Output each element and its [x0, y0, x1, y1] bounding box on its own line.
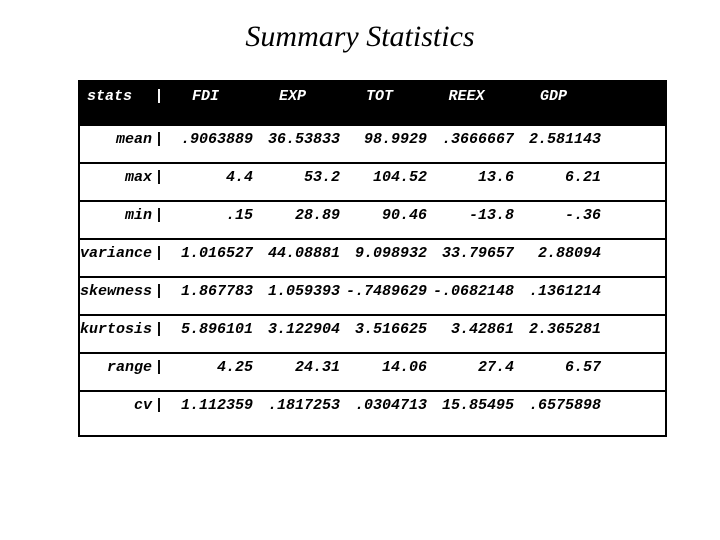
row-label: variance: [80, 245, 153, 262]
cell-value: .3666667: [441, 131, 514, 148]
cell-value: 24.31: [294, 359, 340, 376]
cell-value: 6.57: [564, 359, 601, 376]
cell-value: 2.581143: [528, 131, 601, 148]
table-row: cv | 1.112359 .1817253 .0304713 15.85495…: [80, 390, 665, 435]
column-header-tot: TOT: [365, 88, 393, 105]
cell-value: 53.2: [303, 169, 340, 186]
page-title: Summary Statistics: [245, 20, 475, 53]
cell-value: .0304713: [354, 397, 427, 414]
cell-value: .6575898: [528, 397, 601, 414]
row-label: min: [124, 207, 152, 224]
pipe-separator: |: [154, 169, 164, 186]
row-label: range: [106, 359, 152, 376]
header-stats-label: stats: [87, 88, 133, 105]
column-header-exp: EXP: [278, 88, 306, 105]
cell-value: .15: [225, 207, 253, 224]
cell-value: 3.516625: [354, 321, 427, 338]
cell-value: 33.79657: [441, 245, 514, 262]
table-row: mean | .9063889 36.53833 98.9929 .366666…: [80, 124, 665, 162]
cell-value: 104.52: [372, 169, 427, 186]
pipe-separator: |: [154, 321, 164, 338]
cell-value: 1.867783: [180, 283, 253, 300]
cell-value: 6.21: [564, 169, 601, 186]
pipe-separator: |: [154, 283, 164, 300]
cell-value: .1817253: [267, 397, 340, 414]
cell-value: 1.112359: [180, 397, 253, 414]
cell-value: 27.4: [477, 359, 514, 376]
cell-value: 15.85495: [441, 397, 514, 414]
cell-value: .9063889: [180, 131, 253, 148]
row-label: kurtosis: [80, 321, 153, 338]
cell-value: 3.122904: [267, 321, 340, 338]
table-row: max | 4.4 53.2 104.52 13.6 6.21: [80, 162, 665, 200]
table-header-row: stats | FDI EXP TOT REEX GDP: [80, 82, 665, 124]
cell-value: 1.016527: [180, 245, 253, 262]
cell-value: -.36: [564, 207, 601, 224]
summary-statistics-table: stats | FDI EXP TOT REEX GDP mean | .906…: [78, 80, 667, 437]
cell-value: 13.6: [477, 169, 514, 186]
pipe-separator: |: [154, 88, 164, 105]
cell-value: 1.059393: [267, 283, 340, 300]
cell-value: 98.9929: [363, 131, 427, 148]
cell-value: -13.8: [468, 207, 514, 224]
cell-value: 14.06: [381, 359, 427, 376]
column-header-reex: REEX: [448, 88, 485, 105]
cell-value: 28.89: [294, 207, 340, 224]
column-header-gdp: GDP: [539, 88, 567, 105]
table-row: kurtosis | 5.896101 3.122904 3.516625 3.…: [80, 314, 665, 352]
cell-value: -.7489629: [345, 283, 427, 300]
pipe-separator: |: [154, 359, 164, 376]
cell-value: 4.4: [225, 169, 253, 186]
table-row: skewness | 1.867783 1.059393 -.7489629 -…: [80, 276, 665, 314]
pipe-separator: |: [154, 397, 164, 414]
row-label: skewness: [80, 283, 153, 300]
column-header-fdi: FDI: [191, 88, 219, 105]
pipe-separator: |: [154, 245, 164, 262]
cell-value: 90.46: [381, 207, 427, 224]
table-row: min | .15 28.89 90.46 -13.8 -.36: [80, 200, 665, 238]
table-row: range | 4.25 24.31 14.06 27.4 6.57: [80, 352, 665, 390]
cell-value: 2.365281: [528, 321, 601, 338]
row-label: mean: [115, 131, 152, 148]
pipe-separator: |: [154, 207, 164, 224]
row-label: cv: [133, 397, 152, 414]
pipe-separator: |: [154, 131, 164, 148]
cell-value: 2.88094: [537, 245, 601, 262]
table-body: mean | .9063889 36.53833 98.9929 .366666…: [80, 124, 665, 435]
cell-value: 44.08881: [267, 245, 340, 262]
row-label: max: [124, 169, 152, 186]
cell-value: -.0682148: [432, 283, 514, 300]
table-row: variance | 1.016527 44.08881 9.098932 33…: [80, 238, 665, 276]
cell-value: .1361214: [528, 283, 601, 300]
cell-value: 9.098932: [354, 245, 427, 262]
cell-value: 5.896101: [180, 321, 253, 338]
cell-value: 3.42861: [450, 321, 514, 338]
cell-value: 36.53833: [267, 131, 340, 148]
cell-value: 4.25: [216, 359, 253, 376]
